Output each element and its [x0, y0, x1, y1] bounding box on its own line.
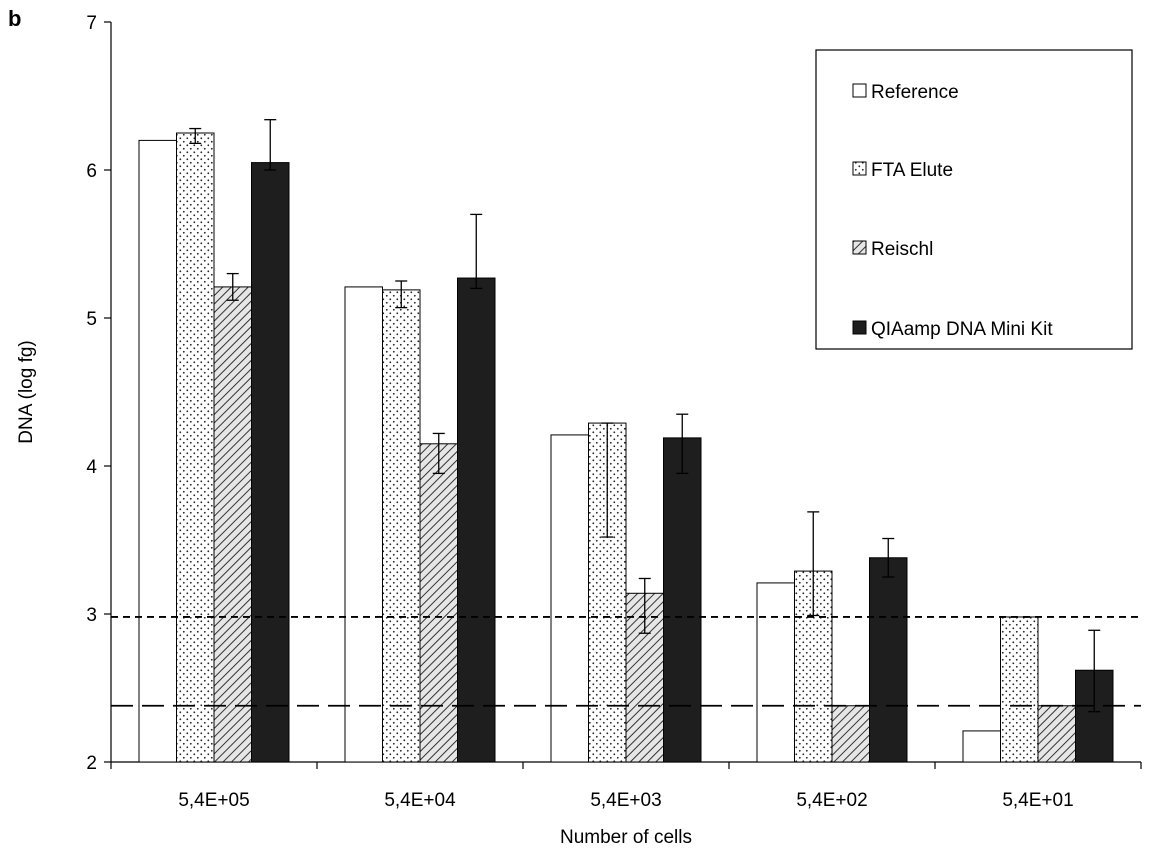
- legend-swatch: [852, 240, 867, 255]
- x-tick-label: 5,4E+02: [796, 790, 867, 811]
- bar: [457, 277, 496, 763]
- bar: [419, 443, 458, 763]
- legend-box: [815, 49, 1133, 350]
- bar: [176, 132, 215, 763]
- panel-letter: b: [8, 6, 22, 31]
- bar: [251, 162, 290, 763]
- legend-label: Reference: [871, 82, 959, 103]
- bar: [382, 289, 421, 763]
- legend-swatch: [852, 320, 867, 335]
- bar: [663, 437, 702, 763]
- y-tick-label: 7: [86, 13, 97, 34]
- bar: [213, 286, 252, 763]
- y-tick-label: 3: [86, 605, 97, 626]
- x-tick-label: 5,4E+01: [1002, 790, 1073, 811]
- bar: [344, 286, 383, 763]
- y-tick-label: 5: [86, 309, 97, 330]
- x-axis-title: Number of cells: [560, 827, 692, 848]
- bar: [1000, 616, 1039, 763]
- bar: [831, 705, 870, 763]
- legend-label: FTA Elute: [871, 160, 953, 181]
- legend-label: Reischl: [871, 239, 933, 260]
- x-tick-label: 5,4E+03: [590, 790, 661, 811]
- x-tick-label: 5,4E+05: [178, 790, 249, 811]
- bar: [962, 730, 1001, 763]
- y-tick-label: 2: [86, 753, 97, 774]
- y-tick-label: 4: [86, 457, 97, 478]
- legend-swatch: [852, 161, 867, 176]
- legend-swatch: [852, 83, 867, 98]
- legend-label: QIAamp DNA Mini Kit: [871, 319, 1053, 340]
- bar: [138, 139, 177, 763]
- y-axis-title: DNA (log fg): [16, 340, 37, 443]
- x-tick-label: 5,4E+04: [384, 790, 456, 811]
- bar: [1037, 705, 1076, 763]
- bar: [869, 557, 908, 763]
- y-tick-label: 6: [86, 161, 97, 182]
- bar: [550, 434, 589, 763]
- bar: [756, 582, 795, 763]
